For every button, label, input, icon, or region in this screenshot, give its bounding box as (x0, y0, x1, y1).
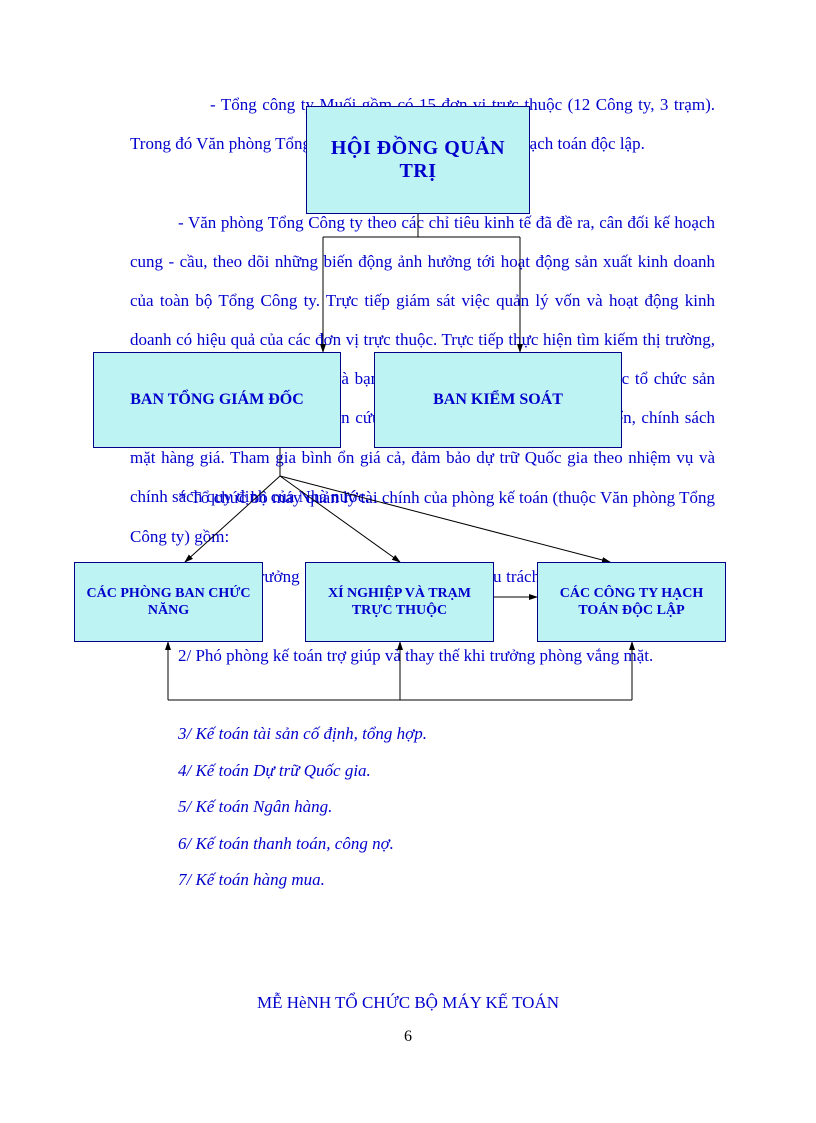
org-node-botM: XÍ NGHIỆP VÀ TRẠM TRỰC THUỘC (305, 562, 494, 642)
list-item-4: 4/ Kế toán Dự trữ Quốc gia. (178, 753, 718, 790)
list-item-7: 7/ Kế toán hàng mua. (178, 862, 718, 899)
org-node-botL: CÁC PHÒNG BAN CHỨC NĂNG (74, 562, 263, 642)
org-node-top: HỘI ĐỒNG QUẢN TRỊ (306, 106, 530, 214)
list-item-6: 6/ Kế toán thanh toán, công nợ. (178, 826, 718, 863)
footer-title: MỄ HèNH TỔ CHỨC BỘ MÁY KẾ TOÁN (0, 993, 816, 1013)
org-node-midL: BAN TỔNG GIÁM ĐỐC (93, 352, 341, 448)
list-item-3: 3/ Kế toán tài sản cố định, tổng hợp. (178, 716, 718, 753)
list-item-5: 5/ Kế toán Ngân hàng. (178, 789, 718, 826)
page: - Tổng công ty Muối gồm có 15 đơn vị trự… (0, 0, 816, 1123)
org-node-botR: CÁC CÔNG TY HẠCH TOÁN ĐỘC LẬP (537, 562, 726, 642)
org-node-midR: BAN KIỂM SOÁT (374, 352, 622, 448)
italic-list: 3/ Kế toán tài sản cố định, tổng hợp. 4/… (178, 716, 718, 899)
page-number: 6 (0, 1028, 816, 1046)
paragraph-3: * Tổ chức bộ máy quản lý tài chính của p… (130, 478, 715, 556)
